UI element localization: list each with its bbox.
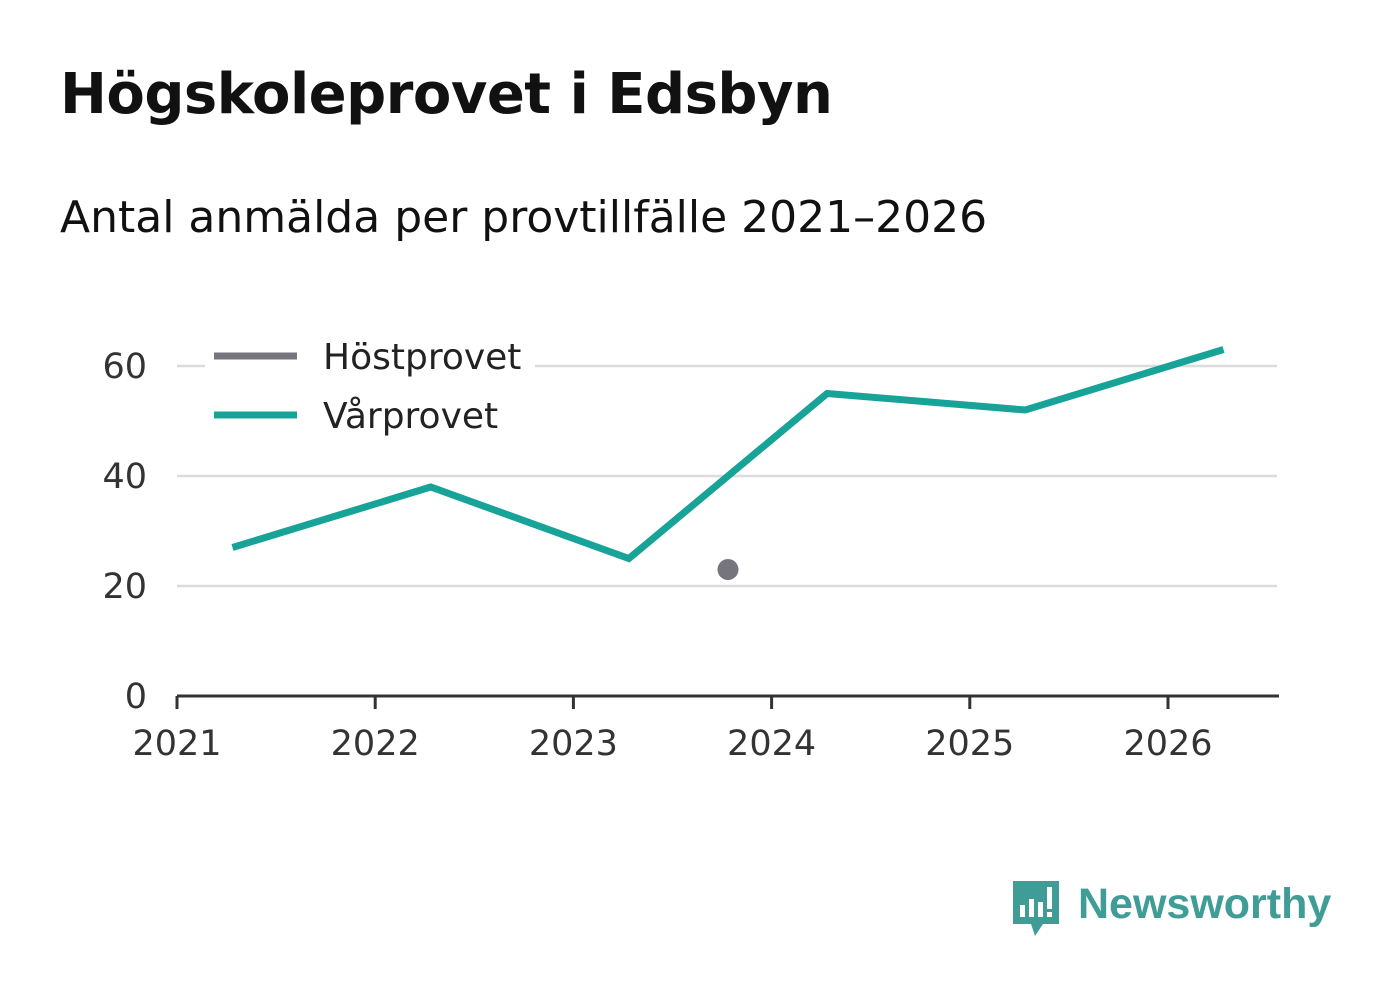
legend-label-h-stprovet: Höstprovet (323, 337, 521, 378)
chart-subtitle: Antal anmälda per provtillfälle 2021–202… (60, 192, 988, 243)
newsworthy-logo: Newsworthy (1010, 878, 1331, 942)
legend-background (205, 332, 535, 442)
x-tick-label-2022: 2022 (331, 724, 420, 764)
series (231, 346, 1225, 580)
legend-label-v-rprovet: Vårprovet (323, 396, 498, 437)
series-line-v-rprovet (231, 346, 1225, 563)
x-tick-label-2025: 2025 (925, 724, 1014, 764)
x-tick-label-2024: 2024 (727, 724, 816, 764)
newsworthy-chart-bubble-icon (1013, 881, 1059, 936)
chart-title: Högskoleprovet i Edsbyn (60, 62, 833, 127)
y-tick-label-20: 20 (102, 567, 147, 607)
x-axis: 0 20 40 60 2021 2022 2023 2024 2025 2026 (102, 347, 1279, 764)
data-point-h-stprovet-0 (717, 559, 739, 580)
y-tick-label-40: 40 (102, 457, 147, 497)
x-tick-label-2023: 2023 (529, 724, 618, 764)
x-tick-label-2026: 2026 (1123, 724, 1212, 764)
y-tick-label-0: 0 (125, 677, 147, 717)
legend: Höstprovet Vårprovet (205, 332, 535, 442)
y-tick-label-60: 60 (102, 347, 147, 387)
x-tick-label-2021: 2021 (132, 724, 221, 764)
logo-text: Newsworthy (1078, 880, 1332, 928)
